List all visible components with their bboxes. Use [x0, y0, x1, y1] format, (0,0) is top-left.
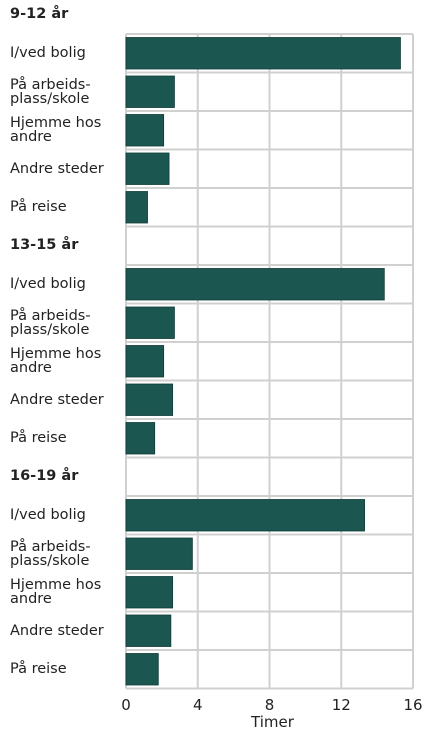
x-tick-label: 16	[403, 696, 422, 714]
category-label: På arbeids- plass/skole	[10, 538, 91, 569]
category-label: I/ved bolig	[10, 276, 86, 292]
category-label: Hjemme hos andre	[10, 115, 102, 145]
category-label: Andre steder	[10, 160, 104, 177]
bar	[125, 576, 174, 609]
x-tick-label: 4	[193, 696, 203, 714]
category-label: Andre steder	[10, 391, 104, 408]
category-label: I/ved bolig	[10, 507, 86, 523]
category-label: I/ved bolig	[10, 45, 86, 61]
category-label: Andre steder	[10, 622, 104, 639]
category-label: Hjemme hos andre	[10, 577, 102, 607]
bar	[125, 191, 148, 224]
bar	[125, 345, 165, 378]
bar	[125, 653, 159, 686]
bar	[125, 499, 365, 532]
bar	[125, 75, 175, 108]
panel-title: 13-15 år	[10, 236, 79, 253]
panel-title: 9-12 år	[10, 5, 69, 22]
x-tick-label: 0	[121, 696, 131, 714]
bar	[125, 306, 175, 339]
bar	[125, 614, 172, 647]
category-label: På reise	[10, 199, 67, 215]
category-label: På reise	[10, 661, 67, 677]
bar	[125, 152, 170, 185]
bar	[125, 268, 385, 301]
panel-title: 16-19 år	[10, 467, 79, 484]
x-tick-label: 8	[265, 696, 275, 714]
category-label: På reise	[10, 430, 67, 446]
bar	[125, 383, 174, 416]
bar	[125, 114, 165, 147]
bar	[125, 422, 156, 455]
category-label: På arbeids- plass/skole	[10, 307, 91, 338]
x-axis-label: Timer	[250, 713, 295, 731]
category-label: På arbeids- plass/skole	[10, 76, 91, 107]
category-label: Hjemme hos andre	[10, 346, 102, 376]
bar	[125, 537, 193, 570]
bar	[125, 37, 401, 70]
x-tick-label: 12	[332, 696, 351, 714]
